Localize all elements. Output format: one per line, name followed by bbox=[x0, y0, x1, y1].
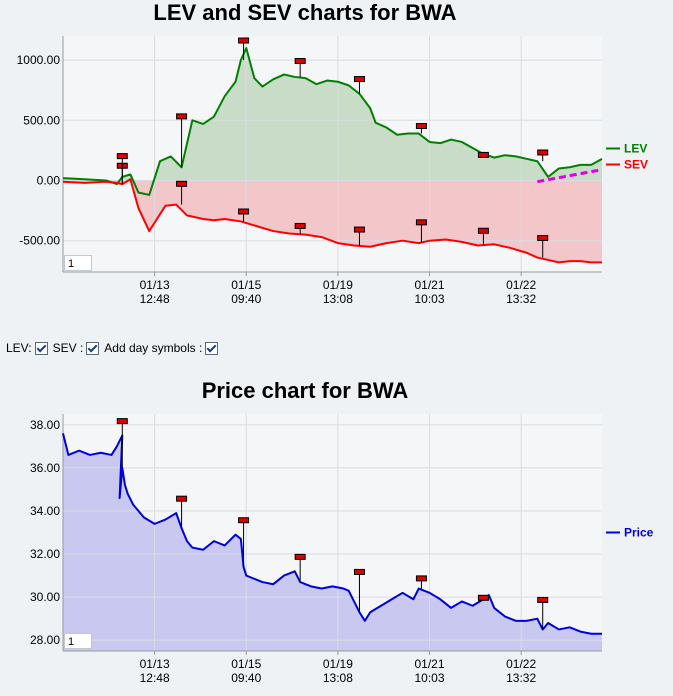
x-tick-label-date: 01/13 bbox=[140, 657, 170, 671]
x-tick-label-time: 10:03 bbox=[415, 671, 445, 685]
price-zoom-input[interactable]: 1 bbox=[64, 633, 92, 649]
day-marker-flag bbox=[238, 517, 250, 524]
day-symbols-checkbox[interactable] bbox=[205, 341, 219, 355]
day-marker-flag bbox=[116, 418, 128, 425]
y-tick-label: -500.00 bbox=[19, 234, 60, 248]
y-tick-label: 34.00 bbox=[30, 504, 60, 518]
x-tick-label-date: 01/13 bbox=[140, 278, 170, 292]
lev-toggle-label: LEV: bbox=[6, 341, 32, 355]
x-tick-label-time: 13:08 bbox=[323, 671, 353, 685]
day-marker-flag bbox=[238, 37, 250, 44]
price-chart-title: Price chart for BWA bbox=[201, 378, 409, 403]
day-marker-flag bbox=[415, 219, 427, 226]
day-marker-flag bbox=[415, 575, 427, 582]
day-marker-flag bbox=[353, 568, 365, 575]
day-marker-flag bbox=[176, 180, 188, 187]
legend-label-lev: LEV bbox=[624, 141, 647, 155]
x-tick-label-date: 01/19 bbox=[323, 278, 353, 292]
lev-sev-zoom-input[interactable]: 1 bbox=[64, 255, 92, 271]
series-line-price bbox=[62, 433, 602, 635]
chart-controls: LEV: SEV : Add day symbols : bbox=[6, 341, 220, 355]
day-marker-flag bbox=[116, 153, 128, 160]
x-tick-label-time: 09:40 bbox=[231, 292, 261, 306]
legend-label-sev: SEV bbox=[624, 157, 648, 171]
sev-checkbox[interactable] bbox=[86, 341, 100, 355]
x-tick-label-date: 01/22 bbox=[506, 657, 536, 671]
day-marker-flag bbox=[353, 76, 365, 83]
day-marker-flag bbox=[176, 495, 188, 502]
x-tick-label-time: 13:32 bbox=[506, 671, 536, 685]
day-marker-flag bbox=[294, 222, 306, 229]
x-tick-label-time: 12:48 bbox=[140, 292, 170, 306]
lev-sev-chart-title: LEV and SEV charts for BWA bbox=[153, 0, 457, 25]
series-fill-sev bbox=[63, 179, 602, 263]
y-tick-label: 30.00 bbox=[30, 590, 60, 604]
x-tick-label-time: 12:48 bbox=[140, 671, 170, 685]
x-tick-label-date: 01/21 bbox=[415, 657, 445, 671]
day-marker-flag bbox=[415, 123, 427, 130]
x-tick-label-time: 13:08 bbox=[323, 292, 353, 306]
price-chart: 38.00 36.00 34.00 32.00 30.00 28.00 01/1312:48… bbox=[30, 414, 654, 685]
x-tick-label-date: 01/15 bbox=[231, 657, 261, 671]
day-marker-flag bbox=[477, 227, 489, 234]
y-tick-label: 28.00 bbox=[30, 633, 60, 647]
y-tick-label: 36.00 bbox=[30, 461, 60, 475]
day-marker-flag bbox=[176, 113, 188, 120]
legend-label-price: Price bbox=[624, 526, 654, 540]
y-tick-label: 1000.00 bbox=[17, 53, 61, 67]
x-tick-label-time: 09:40 bbox=[231, 671, 261, 685]
x-tick-label-date: 01/15 bbox=[231, 278, 261, 292]
day-marker-flag bbox=[537, 149, 549, 156]
x-tick-label-time: 10:03 bbox=[415, 292, 445, 306]
day-marker-flag bbox=[294, 57, 306, 64]
x-tick-label-date: 01/19 bbox=[323, 657, 353, 671]
series-fill-price bbox=[63, 433, 602, 651]
x-tick-label-date: 01/21 bbox=[415, 278, 445, 292]
day-marker-flag bbox=[537, 596, 549, 603]
series-line-lev bbox=[62, 47, 603, 196]
y-tick-label: 32.00 bbox=[30, 547, 60, 561]
series-fill-lev bbox=[63, 48, 602, 195]
day-symbols-toggle-label: Add day symbols : bbox=[104, 341, 203, 355]
x-tick-label-time: 13:32 bbox=[506, 292, 536, 306]
day-marker-flag bbox=[353, 226, 365, 233]
day-marker-flag bbox=[294, 553, 306, 560]
day-marker-flag bbox=[537, 234, 549, 241]
day-marker-flag bbox=[477, 151, 489, 158]
day-marker-flag bbox=[477, 594, 489, 601]
y-tick-label: 500.00 bbox=[23, 113, 60, 127]
y-tick-label: 38.00 bbox=[30, 418, 60, 432]
x-tick-label-date: 01/22 bbox=[506, 278, 536, 292]
y-tick-label: 0.00 bbox=[37, 173, 61, 187]
sev-toggle-label: SEV : bbox=[52, 341, 84, 355]
lev-sev-chart: 1000.00500.000.00-500.0001/1312:4801/150… bbox=[17, 36, 648, 306]
day-marker-flag bbox=[238, 208, 250, 215]
series-line-sev bbox=[62, 178, 602, 264]
lev-checkbox[interactable] bbox=[34, 341, 48, 355]
